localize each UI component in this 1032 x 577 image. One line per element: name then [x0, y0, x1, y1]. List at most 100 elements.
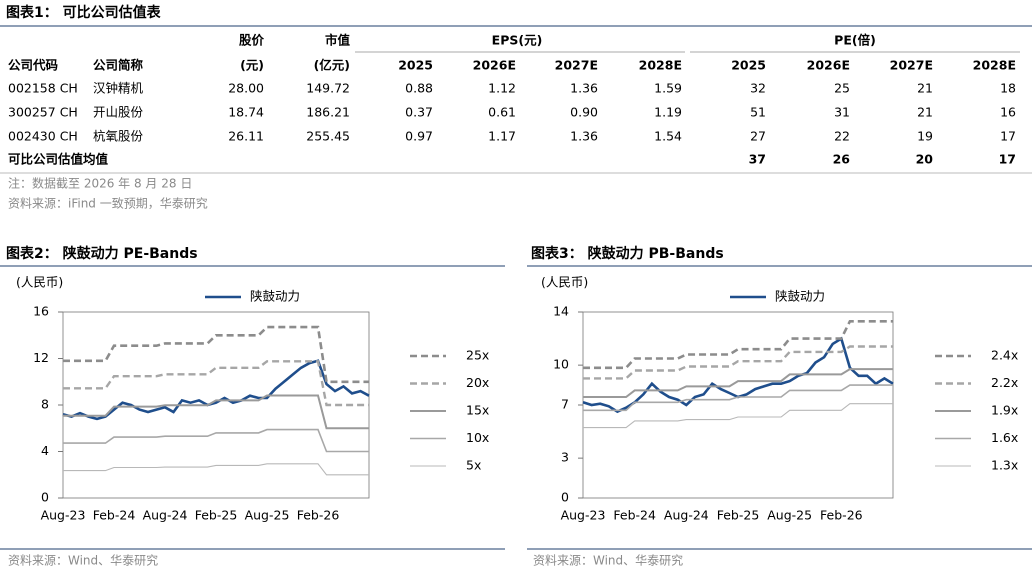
- y-tick-label: 7: [561, 397, 569, 412]
- column-header: 2027E: [555, 58, 598, 73]
- table-cell: 0.97: [405, 129, 433, 144]
- group-header: PE(倍): [834, 33, 876, 48]
- series-line: [62, 359, 370, 421]
- group-header: EPS(元): [492, 33, 543, 48]
- legend-label: 陕鼓动力: [250, 289, 300, 304]
- table-cell: 0.61: [488, 105, 516, 120]
- column-header: 2027E: [890, 58, 933, 73]
- column-header: (亿元): [314, 58, 350, 73]
- table-cell: 002430 CH: [8, 129, 78, 144]
- column-header: 2026E: [473, 58, 516, 73]
- x-tick-label: Feb-25: [195, 508, 238, 523]
- source: 资料来源：Wind、华泰研究: [533, 553, 683, 568]
- x-tick-label: Feb-25: [717, 508, 760, 523]
- legend-label: 1.3x: [991, 458, 1018, 473]
- series-line: [63, 463, 369, 476]
- y-axis-label: (人民币): [541, 275, 588, 290]
- x-tick-label: Feb-24: [613, 508, 656, 523]
- series-line: [583, 368, 893, 398]
- column-header: 2025: [398, 58, 433, 73]
- series-line: [583, 403, 893, 429]
- table-cell: 18.74: [228, 105, 264, 120]
- column-header: 2025: [731, 58, 766, 73]
- legend-label: 陕鼓动力: [775, 289, 825, 304]
- x-tick-label: Feb-26: [297, 508, 340, 523]
- table-cell: 26.11: [228, 129, 264, 144]
- x-tick-label: Feb-26: [820, 508, 863, 523]
- table-cell: 杭氧股份: [93, 129, 144, 144]
- table-cell: 开山股份: [93, 105, 144, 120]
- table-cell: 19: [917, 129, 933, 144]
- column-header: 2028E: [973, 58, 1016, 73]
- y-tick-label: 10: [553, 357, 569, 372]
- y-tick-label: 0: [41, 490, 49, 505]
- x-tick-label: Aug-24: [664, 508, 709, 523]
- column-header: 公司简称: [93, 58, 144, 73]
- table-cell: 149.72: [306, 81, 350, 96]
- table-cell: 51: [750, 105, 766, 120]
- legend-label: 15x: [466, 403, 489, 418]
- column-header: 2026E: [807, 58, 850, 73]
- legend-label: 20x: [466, 375, 489, 390]
- mean-label: 可比公司估值均值: [8, 152, 109, 167]
- y-tick-label: 0: [561, 490, 569, 505]
- table-cell: 1.36: [570, 129, 598, 144]
- series-line: [63, 360, 369, 407]
- column-header: 股价: [239, 33, 265, 48]
- table-cell: 31: [834, 105, 850, 120]
- table-cell: 28.00: [228, 81, 264, 96]
- table-cell: 186.21: [306, 105, 350, 120]
- table-cell: 25: [834, 81, 850, 96]
- mean-value: 37: [749, 152, 766, 167]
- note: 注：数据截至 2026 年 8 月 28 日: [8, 176, 192, 191]
- table-cell: 18: [1000, 81, 1016, 96]
- chart-title: 图表3： 陕鼓动力 PB-Bands: [531, 245, 724, 262]
- table-cell: 1.17: [488, 129, 516, 144]
- table-cell: 0.90: [570, 105, 598, 120]
- table-cell: 1.36: [570, 81, 598, 96]
- mean-value: 20: [916, 152, 934, 167]
- x-tick-label: Aug-24: [143, 508, 188, 523]
- table-cell: 32: [750, 81, 766, 96]
- table-cell: 16: [1000, 105, 1016, 120]
- y-tick-label: 8: [41, 397, 49, 412]
- y-tick-label: 14: [553, 304, 569, 319]
- mean-value: 17: [999, 152, 1016, 167]
- y-tick-label: 3: [561, 450, 569, 465]
- mean-value: 26: [833, 152, 851, 167]
- legend-label: 2.4x: [991, 348, 1018, 363]
- table-cell: 17: [1000, 129, 1016, 144]
- table-cell: 汉钟精机: [93, 81, 144, 96]
- series-line: [63, 394, 369, 430]
- series-line: [583, 320, 893, 370]
- legend-label: 5x: [466, 458, 481, 473]
- table-cell: 1.12: [488, 81, 516, 96]
- y-tick-label: 4: [41, 443, 49, 458]
- y-axis-label: (人民币): [16, 275, 63, 290]
- x-tick-label: Aug-25: [245, 508, 290, 523]
- y-tick-label: 16: [33, 304, 49, 319]
- table-cell: 1.54: [654, 129, 682, 144]
- table-cell: 21: [917, 81, 933, 96]
- series-line: [63, 325, 369, 384]
- x-tick-label: Aug-25: [767, 508, 812, 523]
- x-tick-label: Aug-23: [41, 508, 86, 523]
- legend-label: 2.2x: [991, 375, 1018, 390]
- column-header: 市值: [325, 33, 351, 48]
- source: 资料来源：Wind、华泰研究: [8, 553, 158, 568]
- legend-label: 1.6x: [991, 430, 1018, 445]
- legend-label: 25x: [466, 348, 489, 363]
- chart-title: 图表2： 陕鼓动力 PE-Bands: [6, 245, 198, 262]
- table-cell: 27: [750, 129, 766, 144]
- table-cell: 0.88: [405, 81, 433, 96]
- column-header: (元): [240, 58, 264, 73]
- x-tick-label: Feb-24: [93, 508, 136, 523]
- table-cell: 300257 CH: [8, 105, 78, 120]
- table-cell: 255.45: [306, 129, 350, 144]
- series-line: [583, 384, 893, 412]
- x-tick-label: Aug-23: [561, 508, 606, 523]
- series-line: [583, 345, 893, 380]
- column-header: 公司代码: [8, 58, 58, 73]
- series-line: [63, 428, 369, 453]
